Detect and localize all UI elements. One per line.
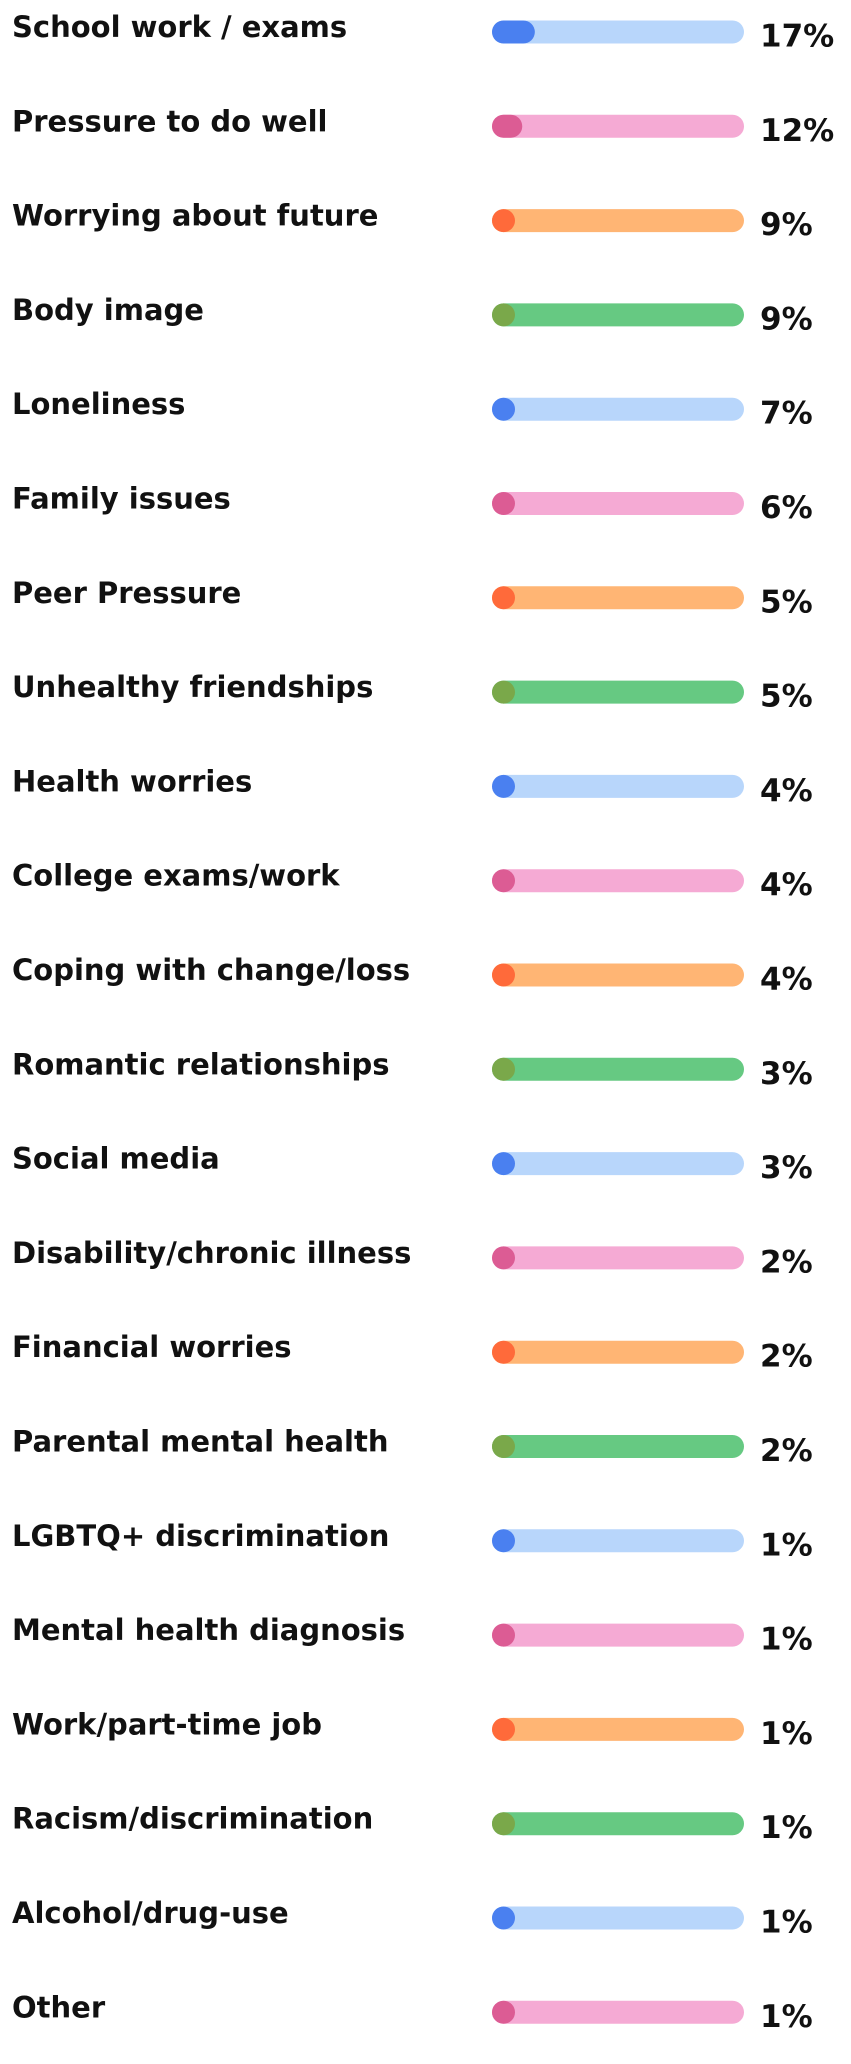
- bar: [492, 586, 515, 610]
- category-label: Work/part-time job: [12, 1707, 322, 1741]
- value-label: 1%: [760, 1527, 813, 1563]
- bar: [492, 1340, 515, 1364]
- value-label: 9%: [760, 207, 813, 243]
- value-label: 1%: [760, 1999, 813, 2035]
- category-label: Peer Pressure: [12, 576, 241, 610]
- bar-track: [492, 1812, 744, 1836]
- bar: [492, 209, 515, 233]
- category-label: Pressure to do well: [12, 104, 327, 138]
- category-label: Worrying about future: [12, 199, 378, 233]
- bar-track: [492, 586, 744, 610]
- category-label: College exams/work: [12, 859, 340, 893]
- bar: [492, 1717, 515, 1741]
- value-label: 4%: [760, 867, 813, 903]
- category-label: Unhealthy friendships: [12, 670, 373, 704]
- bar: [492, 869, 515, 893]
- bar: [492, 1246, 515, 1270]
- bar: [492, 1529, 515, 1553]
- value-label: 17%: [760, 19, 834, 55]
- category-label: Other: [12, 1990, 106, 2024]
- value-label: 3%: [760, 1150, 813, 1186]
- bar-track: [492, 869, 744, 893]
- category-label: Social media: [12, 1142, 220, 1176]
- value-label: 5%: [760, 584, 813, 620]
- value-label: 2%: [760, 1244, 813, 1280]
- value-label: 9%: [760, 301, 813, 337]
- value-label: 1%: [760, 1905, 813, 1941]
- value-label: 12%: [760, 113, 834, 149]
- value-label: 1%: [760, 1810, 813, 1846]
- bar: [492, 397, 515, 421]
- bar: [492, 680, 515, 704]
- bar: [492, 963, 515, 987]
- bar-track: [492, 114, 744, 138]
- bar-track: [492, 1529, 744, 1553]
- bar-track: [492, 680, 744, 704]
- bar-track: [492, 303, 744, 327]
- value-label: 4%: [760, 962, 813, 998]
- bar: [492, 303, 515, 327]
- value-label: 4%: [760, 773, 813, 809]
- bar: [492, 20, 535, 44]
- value-label: 6%: [760, 490, 813, 526]
- value-label: 2%: [760, 1433, 813, 1469]
- category-label: Parental mental health: [12, 1425, 388, 1459]
- value-label: 2%: [760, 1339, 813, 1375]
- category-label: Disability/chronic illness: [12, 1236, 411, 1270]
- bar: [492, 1435, 515, 1458]
- category-label: Romantic relationships: [12, 1047, 390, 1081]
- bar: [492, 1623, 515, 1647]
- category-label: Family issues: [12, 482, 231, 516]
- value-label: 7%: [760, 396, 813, 432]
- bar: [492, 774, 515, 798]
- category-label: Loneliness: [12, 387, 185, 421]
- bar-track: [492, 1152, 744, 1176]
- value-label: 3%: [760, 1056, 813, 1092]
- bar-track: [492, 774, 744, 798]
- value-label: 1%: [760, 1622, 813, 1658]
- bar-track: [492, 209, 744, 233]
- bar-track: [492, 20, 744, 44]
- value-label: 5%: [760, 679, 813, 715]
- bar-track: [492, 492, 744, 515]
- bar-track: [492, 1057, 744, 1081]
- value-label: 1%: [760, 1716, 813, 1752]
- bar: [492, 492, 515, 515]
- bar-track: [492, 2000, 744, 2024]
- category-label: Health worries: [12, 764, 252, 798]
- bar-track: [492, 397, 744, 421]
- category-label: Mental health diagnosis: [12, 1613, 405, 1647]
- bar: [492, 1152, 515, 1176]
- category-label: Financial worries: [12, 1330, 292, 1364]
- bar-track: [492, 1717, 744, 1741]
- bar: [492, 1906, 515, 1930]
- category-label: Coping with change/loss: [12, 953, 410, 987]
- bar-track: [492, 1340, 744, 1364]
- category-label: School work / exams: [12, 10, 347, 44]
- bar-track: [492, 1435, 744, 1458]
- category-label: LGBTQ+ discrimination: [12, 1519, 389, 1553]
- category-label: Alcohol/drug-use: [12, 1896, 289, 1930]
- bar-track: [492, 1906, 744, 1930]
- bar: [492, 2000, 515, 2024]
- bar-track: [492, 1246, 744, 1270]
- bar-track: [492, 963, 744, 987]
- bar-track: [492, 1623, 744, 1647]
- bar: [492, 1057, 515, 1081]
- category-label: Racism/discrimination: [12, 1802, 373, 1836]
- category-label: Body image: [12, 293, 204, 327]
- bar: [492, 1812, 515, 1836]
- bar: [492, 114, 523, 138]
